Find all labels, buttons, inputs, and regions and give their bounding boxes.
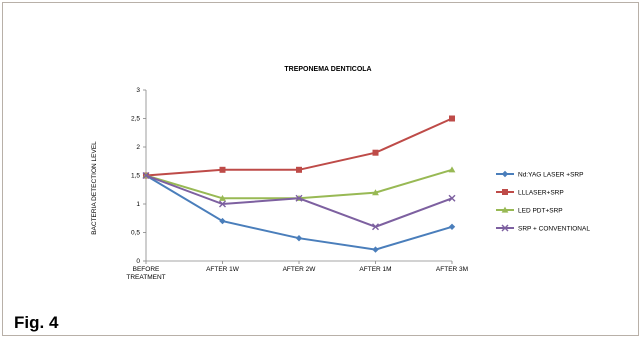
data-point: [372, 189, 379, 196]
y-tick-labels: 0 0,5 1 1,5 2 2,5 3: [131, 87, 146, 265]
x-tick-label: AFTER 1W: [206, 266, 240, 273]
chart-title: TREPONEMA DENTICOLA: [284, 66, 371, 73]
series-1: [142, 172, 456, 253]
series-2: [143, 115, 455, 179]
legend: Nd:YAG LASER +SRP LLLASER+SRP LED PDT+SRP S…: [496, 170, 590, 232]
x-tick-label: AFTER 2W: [283, 266, 317, 273]
data-point: [219, 217, 226, 225]
figure-frame: [2, 2, 639, 336]
figure-caption: Fig. 4: [14, 313, 59, 332]
data-point: [295, 194, 303, 202]
data-point: [448, 223, 456, 230]
y-tick-label: 3: [136, 87, 140, 94]
legend-label: LLLASER+SRP: [518, 189, 564, 196]
y-tick-label: 0: [136, 258, 140, 265]
x-tick-label: AFTER 1M: [359, 266, 391, 273]
data-point: [372, 223, 379, 231]
x-tick-label: AFTER 3M: [436, 266, 468, 273]
data-point: [219, 194, 226, 201]
data-point: [501, 224, 509, 232]
legend-label: LED PDT+SRP: [518, 207, 563, 214]
data-point: [142, 172, 150, 179]
legend-item: Nd:YAG LASER +SRP: [496, 170, 583, 178]
data-point: [296, 166, 302, 173]
y-axis-label: BACTERIA DETECTION LEVEL: [91, 141, 98, 235]
data-point: [448, 166, 456, 173]
series-line: [145, 168, 453, 200]
x-tick-label: TREATMENT: [126, 274, 165, 281]
data-point: [449, 115, 455, 122]
x-tick-label: BEFORE: [133, 266, 160, 273]
series-layer: [142, 115, 456, 253]
legend-item: LED PDT+SRP: [496, 206, 563, 214]
data-point: [501, 170, 509, 178]
legend-label: SRP + CONVENTIONAL: [518, 225, 590, 232]
y-tick-label: 2: [136, 144, 140, 151]
legend-item: LLLASER+SRP: [496, 189, 564, 196]
data-point: [448, 194, 456, 202]
data-point: [501, 206, 509, 213]
y-tick-label: 1,5: [131, 173, 140, 180]
y-tick-label: 0,5: [131, 230, 140, 237]
legend-item: SRP + CONVENTIONAL: [496, 224, 590, 232]
data-point: [372, 149, 379, 156]
legend-label: Nd:YAG LASER +SRP: [518, 171, 583, 178]
y-tick-label: 1: [136, 201, 140, 208]
data-point: [295, 235, 303, 242]
series-4: [142, 172, 456, 231]
y-tick-label: 2,5: [131, 116, 140, 123]
data-point: [219, 200, 226, 208]
data-point: [372, 246, 379, 253]
data-point: [502, 189, 508, 195]
data-point: [219, 166, 226, 173]
